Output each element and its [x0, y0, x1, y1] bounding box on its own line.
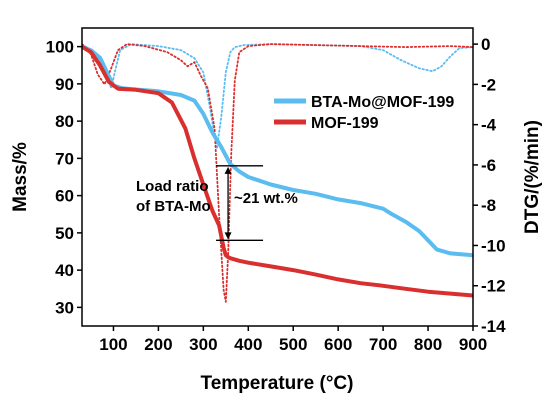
x-tick-label: 800: [414, 335, 442, 354]
y-right-tick-label: -2: [481, 75, 496, 94]
annotation-arrowhead-up: [224, 166, 232, 174]
y-right-tick-label: -4: [481, 116, 497, 135]
y-right-tick-label: -12: [481, 277, 506, 296]
x-tick-label: 600: [324, 335, 352, 354]
series-line-0-mass: [82, 44, 473, 258]
x-tick-label: 100: [99, 335, 127, 354]
y-left-tick-label: 90: [55, 75, 74, 94]
x-tick-label: 400: [234, 335, 262, 354]
annotation-label-line1: Load ratio: [136, 178, 209, 195]
legend-label-bta-mo: BTA-Mo@MOF-199: [311, 94, 454, 111]
legend-label-mof: MOF-199: [311, 115, 379, 132]
y-left-tick-label: 40: [55, 261, 74, 280]
y-left-tick-label: 50: [55, 224, 74, 243]
y-right-tick-label: -10: [481, 236, 506, 255]
y-right-tick-label: -8: [481, 196, 496, 215]
legend: BTA-Mo@MOF-199 MOF-199: [274, 94, 454, 132]
series-line-2-dtg: [82, 43, 473, 150]
series-line-1-mass: [82, 44, 473, 298]
y-left-tick-label: 30: [55, 298, 74, 317]
y-right-tick-label: -14: [481, 317, 506, 336]
y-left-tick-label: 70: [55, 149, 74, 168]
plot-frame: [81, 27, 474, 327]
y-right-tick-label: 0: [481, 35, 490, 54]
series-layer: [82, 43, 473, 303]
x-tick-label: 500: [279, 335, 307, 354]
x-axis-title: Temperature (°C): [201, 373, 354, 394]
y-left-tick-label: 60: [55, 187, 74, 206]
annotation-label-line2: of BTA-Mo: [136, 198, 211, 215]
y-left-tick-label: 80: [55, 112, 74, 131]
y-left-tick-label: 100: [46, 38, 74, 57]
series-line-3-dtg: [82, 43, 473, 303]
y-right-tick-label: -6: [481, 156, 496, 175]
annotation-value-label: ~21 wt.%: [234, 190, 298, 207]
x-tick-label: 900: [459, 335, 487, 354]
y-right-axis-title: DTG/(%/min): [522, 120, 543, 234]
annotation: Load ratio of BTA-Mo ~21 wt.%: [136, 165, 298, 241]
y-left-axis-title: Mass/%: [10, 142, 31, 212]
ticks-layer: 100 200 300 400 500 600 700 800 9003040506070809…: [46, 35, 506, 354]
x-tick-label: 300: [189, 335, 217, 354]
annotation-arrowhead-down: [224, 232, 232, 240]
x-tick-label: 200: [144, 335, 172, 354]
x-tick-label: 700: [369, 335, 397, 354]
